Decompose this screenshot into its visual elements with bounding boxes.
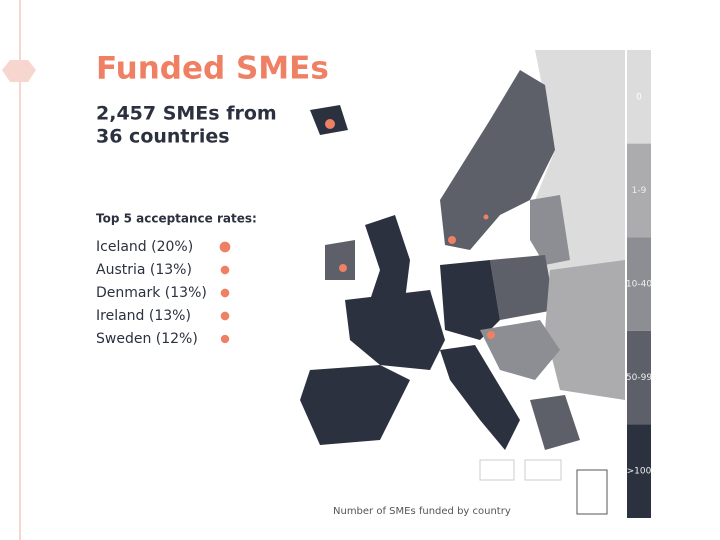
- legend-swatch: [627, 143, 651, 238]
- map-region: [530, 395, 580, 450]
- legend-label: 1-9: [632, 186, 647, 196]
- decor-hexagon: [2, 60, 36, 82]
- caption: Number of SMEs funded by country: [333, 506, 511, 517]
- map-inset: [479, 459, 515, 481]
- legend-label: 0: [636, 92, 642, 102]
- map-marker: [448, 236, 456, 244]
- map-region: [490, 255, 555, 320]
- map-region: [300, 365, 410, 445]
- legend-label: 10-40: [626, 280, 652, 290]
- subtitle: 2,457 SMEs from: [96, 103, 277, 125]
- map-region: [325, 240, 355, 280]
- map-region: [480, 320, 560, 380]
- map-region: [365, 215, 410, 300]
- rate-item: Iceland (20%): [96, 239, 193, 255]
- rate-item: Denmark (13%): [96, 285, 207, 301]
- map-marker: [487, 331, 495, 339]
- rate-item: Ireland (13%): [96, 308, 191, 324]
- legend-label: 50-99: [626, 373, 652, 383]
- map-marker: [483, 214, 489, 220]
- map-marker: [339, 264, 347, 272]
- rate-dot: [220, 334, 230, 344]
- rate-item: Sweden (12%): [96, 331, 198, 347]
- map: [300, 50, 625, 515]
- rate-dot: [220, 265, 230, 275]
- title: Funded SMEs: [96, 51, 329, 87]
- rate-dot: [220, 311, 230, 321]
- map-region: [440, 345, 520, 450]
- map-region: [345, 290, 445, 370]
- rate-item: Austria (13%): [96, 262, 192, 278]
- legend-swatch: [627, 237, 651, 331]
- legend-label: >100: [627, 467, 652, 477]
- map-region: [530, 195, 570, 265]
- subtitle: 36 countries: [96, 126, 230, 148]
- map-inset: [576, 469, 608, 515]
- legend-swatch: [627, 50, 651, 144]
- map-region: [440, 260, 500, 340]
- map-inset: [524, 459, 562, 481]
- map-region: [440, 70, 555, 250]
- rate-dot: [220, 288, 230, 298]
- map-region: [545, 260, 625, 400]
- map-marker: [325, 119, 335, 129]
- legend-swatch: [627, 424, 651, 518]
- legend-swatch: [627, 330, 651, 425]
- rate-dot: [219, 241, 231, 253]
- rates-heading: Top 5 acceptance rates:: [96, 212, 257, 226]
